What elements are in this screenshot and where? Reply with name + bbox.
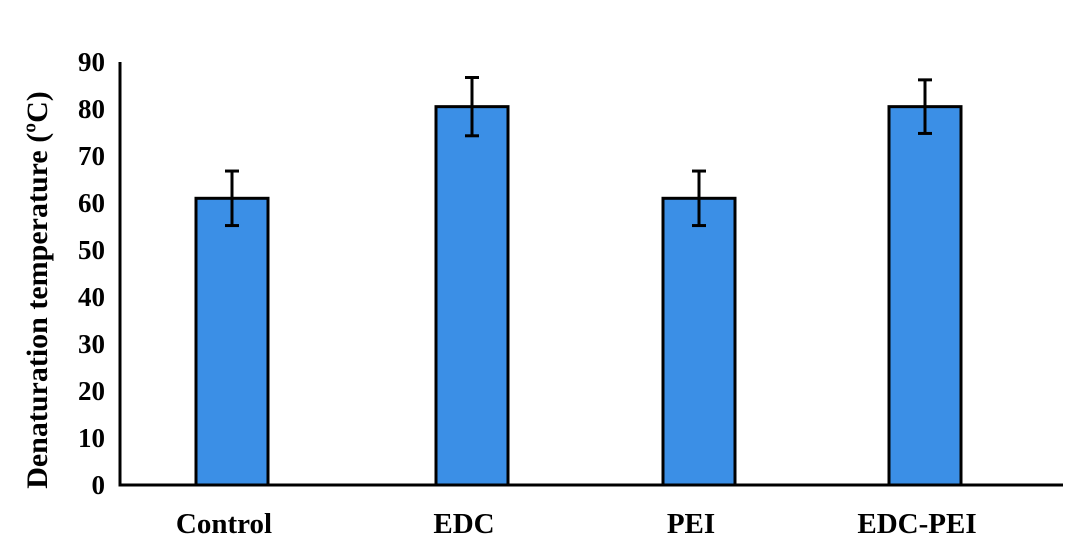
y-tick-label: 40 [78, 282, 105, 312]
x-tick-label: EDC-PEI [857, 508, 976, 540]
bar-pei [661, 196, 737, 487]
bar-control [194, 196, 270, 487]
bar-edc-pei [887, 105, 963, 487]
y-tick-label: 10 [78, 423, 105, 453]
x-tick-label: EDC [433, 508, 494, 540]
x-axis-labels: Control EDC PEI EDC-PEI [176, 508, 977, 540]
x-tick-label: PEI [667, 508, 715, 540]
error-bar-pei [692, 169, 706, 228]
y-tick-label: 30 [78, 329, 105, 359]
error-bars [225, 76, 932, 228]
y-tick-label: 80 [78, 94, 105, 124]
y-tick-label: 0 [92, 470, 106, 500]
error-bar-edc [465, 76, 479, 138]
error-bar-edc-pei [918, 78, 932, 135]
y-tick-label: 60 [78, 188, 105, 218]
y-tick-label: 70 [78, 141, 105, 171]
y-axis-ticks: 0 10 20 30 40 50 60 70 80 90 [78, 47, 105, 500]
bar-edc [434, 105, 510, 487]
x-tick-label: Control [176, 508, 272, 540]
y-tick-label: 20 [78, 376, 105, 406]
error-bar-control [225, 169, 239, 228]
y-tick-label: 90 [78, 47, 105, 77]
y-axis-title: Denaturation temperature (ºC) [21, 91, 54, 489]
y-tick-label: 50 [78, 235, 105, 265]
bars [194, 105, 963, 487]
